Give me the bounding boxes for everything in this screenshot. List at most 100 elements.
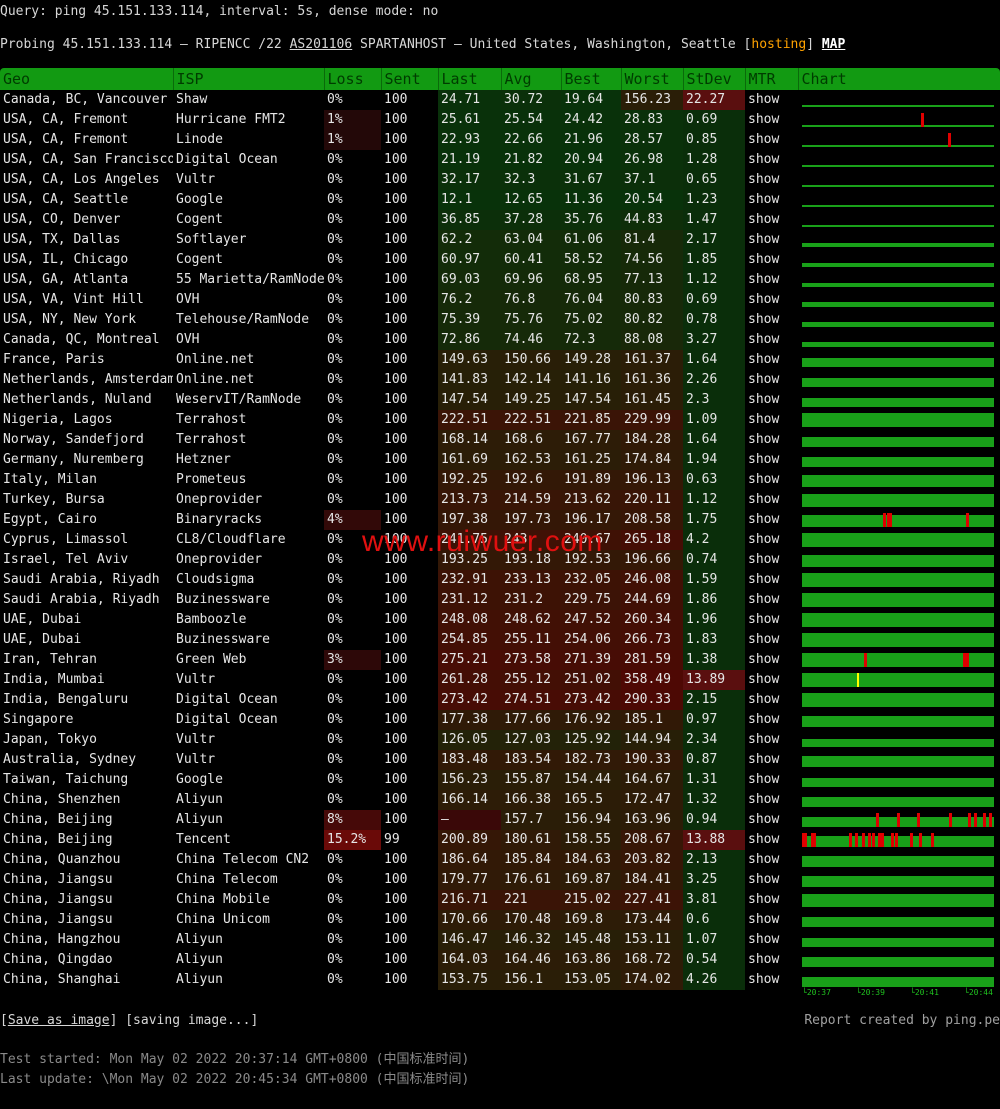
mtr-show-link[interactable]: show [748, 792, 780, 807]
mtr-show-link[interactable]: show [748, 752, 780, 767]
cell-last: 32.17 [438, 170, 501, 190]
cell-best: 31.67 [561, 170, 621, 190]
mtr-show-link[interactable]: show [748, 652, 780, 667]
mtr-show-link[interactable]: show [748, 272, 780, 287]
mtr-show-link[interactable]: show [748, 672, 780, 687]
cell-isp: Terrahost [176, 412, 247, 427]
mtr-show-link[interactable]: show [748, 392, 780, 407]
packet-loss-mark [910, 833, 913, 847]
cell-avg: 156.1 [501, 970, 561, 990]
query-line: Query: ping 45.151.133.114, interval: 5s… [0, 4, 439, 19]
cell-geo: France, Paris [3, 352, 105, 367]
mtr-show-link[interactable]: show [748, 212, 780, 227]
cell-stdev: 0.87 [683, 750, 745, 770]
mtr-show-link[interactable]: show [748, 232, 780, 247]
results-body: Canada, BC, Vancouver Shaw 0% 100 24.71 30.72… [0, 90, 1000, 990]
mtr-show-link[interactable]: show [748, 612, 780, 627]
cell-stdev: 1.28 [683, 150, 745, 170]
mtr-show-link[interactable]: show [748, 812, 780, 827]
cell-geo: Norway, Sandefjord [3, 432, 144, 447]
cell-isp: China Unicom [176, 912, 270, 927]
cell-isp: Buzinessware [176, 592, 270, 607]
cell-isp: Vultr [176, 732, 216, 747]
map-link[interactable]: MAP [821, 37, 846, 52]
cell-stdev: 0.65 [683, 170, 745, 190]
cell-best: 125.92 [561, 730, 621, 750]
cell-worst: 74.56 [621, 250, 683, 270]
mtr-show-link[interactable]: show [748, 572, 780, 587]
mtr-show-link[interactable]: show [748, 512, 780, 527]
mtr-show-link[interactable]: show [748, 92, 780, 107]
cell-isp: Terrahost [176, 432, 247, 447]
mtr-show-link[interactable]: show [748, 152, 780, 167]
mtr-show-link[interactable]: show [748, 712, 780, 727]
mtr-show-link[interactable]: show [748, 112, 780, 127]
latency-sparkline [798, 490, 1000, 510]
cell-loss: 0% [327, 592, 343, 607]
mtr-show-link[interactable]: show [748, 372, 780, 387]
cell-stdev: 0.85 [683, 130, 745, 150]
mtr-show-link[interactable]: show [748, 772, 780, 787]
mtr-show-link[interactable]: show [748, 952, 780, 967]
cell-stdev: 0.74 [683, 550, 745, 570]
cell-loss: 0% [327, 452, 343, 467]
cell-last: 149.63 [438, 350, 501, 370]
test-started: Test started: Mon May 02 2022 20:37:14 G… [0, 1052, 470, 1067]
mtr-show-link[interactable]: show [748, 432, 780, 447]
mtr-show-link[interactable]: show [748, 292, 780, 307]
mtr-show-link[interactable]: show [748, 972, 780, 987]
cell-best: 221.85 [561, 410, 621, 430]
mtr-show-link[interactable]: show [748, 892, 780, 907]
mtr-show-link[interactable]: show [748, 832, 780, 847]
mtr-show-link[interactable]: show [748, 412, 780, 427]
mtr-show-link[interactable]: show [748, 632, 780, 647]
mtr-show-link[interactable]: show [748, 452, 780, 467]
save-as-image-link[interactable]: Save as image [7, 1013, 110, 1028]
latency-sparkline [798, 570, 1000, 590]
watermark: www.ruiwuer.com [362, 525, 603, 558]
mtr-show-link[interactable]: show [748, 932, 780, 947]
mtr-show-link[interactable]: show [748, 132, 780, 147]
cell-sent: 100 [384, 392, 408, 407]
mtr-show-link[interactable]: show [748, 252, 780, 267]
cell-avg: 248.62 [501, 610, 561, 630]
latency-sparkline [798, 590, 1000, 610]
mtr-show-link[interactable]: show [748, 492, 780, 507]
packet-loss-mark [804, 833, 807, 847]
mtr-show-link[interactable]: show [748, 332, 780, 347]
mtr-show-link[interactable]: show [748, 692, 780, 707]
mtr-show-link[interactable]: show [748, 192, 780, 207]
cell-isp: Telehouse/RamNode [176, 312, 310, 327]
mtr-show-link[interactable]: show [748, 852, 780, 867]
mtr-show-link[interactable]: show [748, 872, 780, 887]
mtr-show-link[interactable]: show [748, 532, 780, 547]
cell-sent: 100 [384, 972, 408, 987]
cell-isp: Buzinessware [176, 632, 270, 647]
cell-loss: 0% [327, 292, 343, 307]
table-row: UAE, Dubai Buzinessware 0% 100 254.85 255.11 2… [0, 630, 1000, 650]
table-row: Canada, BC, Vancouver Shaw 0% 100 24.71 30.72… [0, 90, 1000, 110]
mtr-show-link[interactable]: show [748, 912, 780, 927]
mtr-show-link[interactable]: show [748, 172, 780, 187]
mtr-show-link[interactable]: show [748, 472, 780, 487]
cell-best: 154.44 [561, 770, 621, 790]
table-row: USA, CA, Los Angeles Vultr 0% 100 32.17 32.3 3… [0, 170, 1000, 190]
asn-link[interactable]: AS201106 [289, 37, 353, 52]
cell-last: 248.08 [438, 610, 501, 630]
mtr-show-link[interactable]: show [748, 552, 780, 567]
mtr-show-link[interactable]: show [748, 312, 780, 327]
mtr-show-link[interactable]: show [748, 732, 780, 747]
packet-loss-mark [872, 833, 875, 847]
cell-geo: UAE, Dubai [3, 612, 82, 627]
table-row: Netherlands, Amsterdam Online.net 0% 100 141… [0, 370, 1000, 390]
latency-bar [802, 756, 994, 767]
mtr-show-link[interactable]: show [748, 592, 780, 607]
cell-avg: 273.58 [501, 650, 561, 670]
cell-loss: 0% [327, 712, 343, 727]
mtr-show-link[interactable]: show [748, 352, 780, 367]
latency-bar [802, 977, 994, 987]
cell-loss: 0% [327, 532, 343, 547]
cell-stdev: 0.63 [683, 470, 745, 490]
cell-best: 191.89 [561, 470, 621, 490]
cell-last: 156.23 [438, 770, 501, 790]
